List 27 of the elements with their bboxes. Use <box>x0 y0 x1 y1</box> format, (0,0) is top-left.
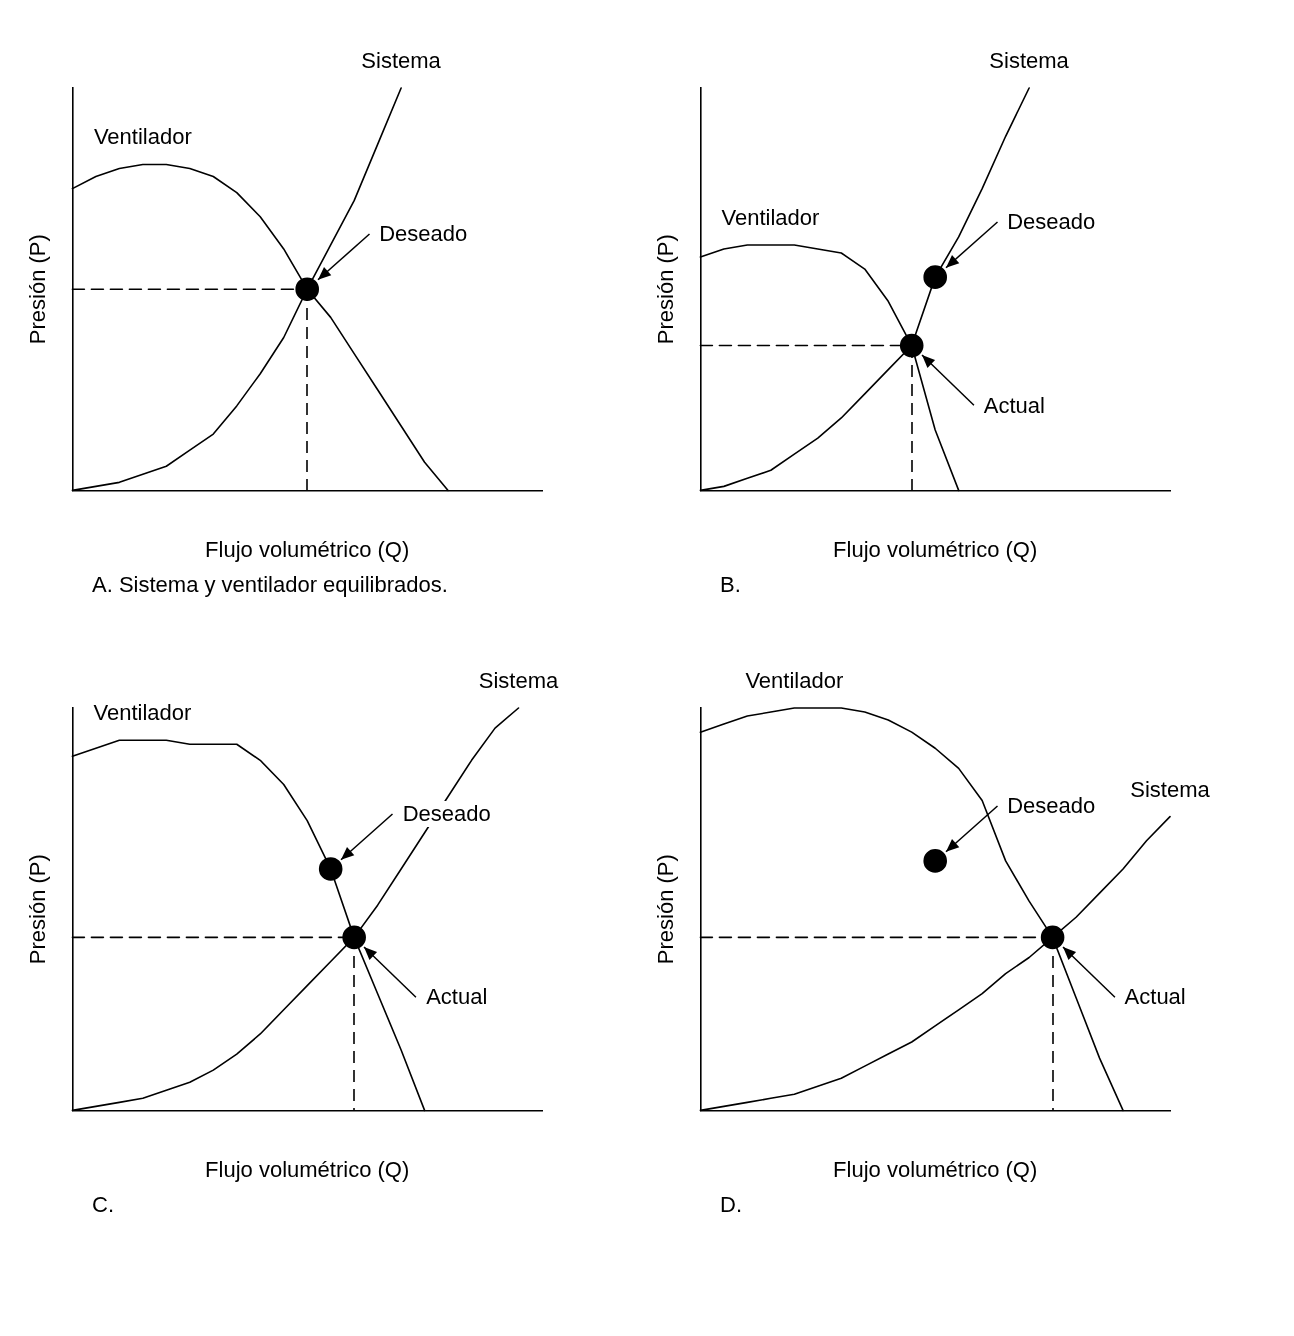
series-label: Sistema <box>1128 776 1212 803</box>
x-axis-title: Flujo volumétrico (Q) <box>205 536 410 562</box>
text: Deseado <box>1005 209 1098 236</box>
x-axis-title: Flujo volumétrico (Q) <box>205 1156 410 1182</box>
series-label: Ventilador <box>91 124 194 151</box>
x-axis-title: Flujo volumétrico (Q) <box>833 536 1038 562</box>
text: Actual <box>424 984 490 1011</box>
y-axis-title: Presión (P) <box>25 234 51 345</box>
series-label: Sistema <box>359 48 443 74</box>
text: Actual <box>1122 984 1188 1011</box>
text: Deseado <box>400 800 493 827</box>
series-label: Ventilador <box>743 668 846 694</box>
text: D. <box>720 1192 743 1218</box>
text: Deseado <box>377 221 470 248</box>
text: C. <box>92 1192 115 1218</box>
y-axis-title: Presión (P) <box>653 854 679 965</box>
series-label: Ventilador <box>91 700 194 727</box>
text: B. <box>720 572 742 598</box>
text: Actual <box>981 392 1047 419</box>
series-label: Sistema <box>987 48 1071 74</box>
series-label: Ventilador <box>719 204 822 231</box>
text: Deseado <box>1005 792 1098 819</box>
y-axis-title: Presión (P) <box>653 234 679 345</box>
x-axis-title: Flujo volumétrico (Q) <box>833 1156 1038 1182</box>
text: A. Sistema y ventilador equilibrados. <box>92 572 449 598</box>
y-axis-title: Presión (P) <box>25 854 51 965</box>
series-label: Sistema <box>476 668 561 694</box>
